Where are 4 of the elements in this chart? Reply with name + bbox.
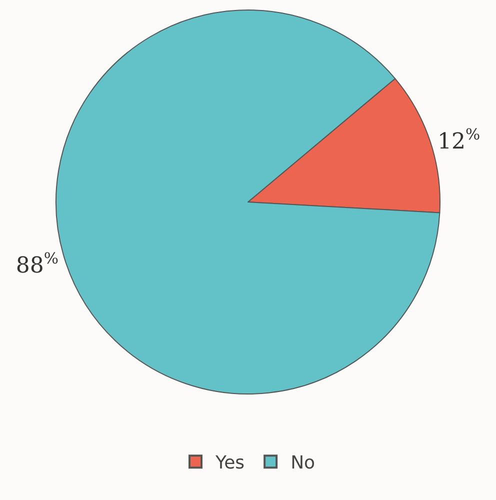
data-label: 12$^{%}$ [437, 125, 480, 155]
data-label: 88$^{%}$ [16, 249, 59, 279]
legend-label: Yes [214, 452, 245, 474]
legend-label: No [290, 452, 316, 474]
